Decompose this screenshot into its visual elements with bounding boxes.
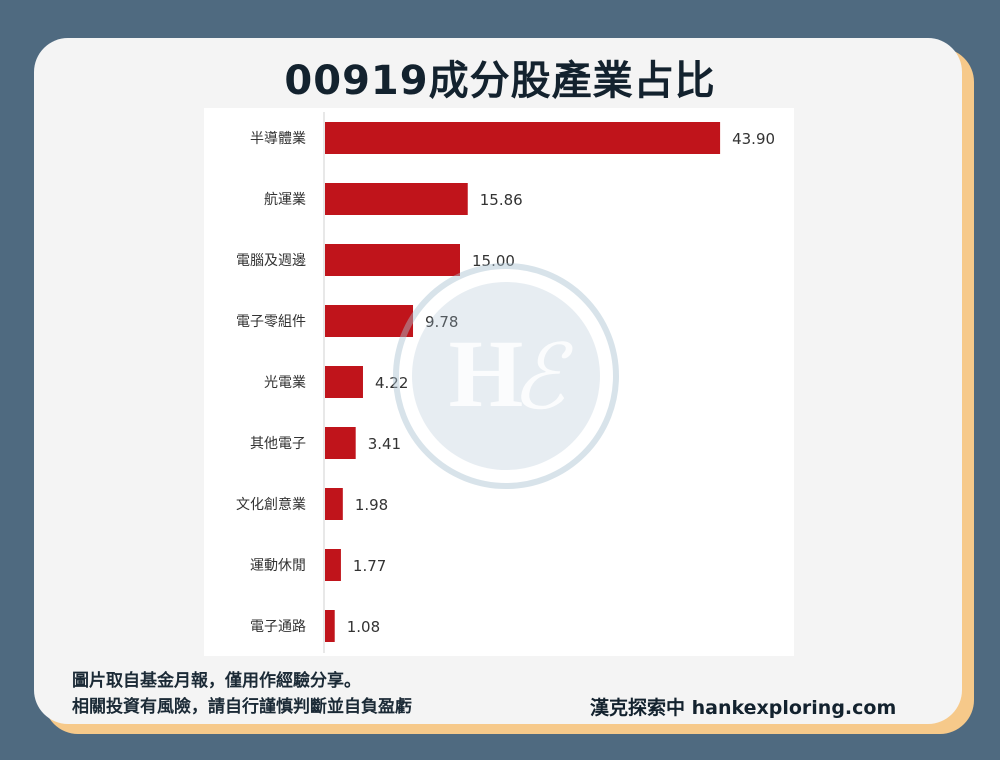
bar-value-label: 15.86 bbox=[480, 191, 523, 209]
brand-credit: 漢克探索中 hankexploring.com bbox=[590, 697, 897, 719]
category-label: 運動休閒 bbox=[250, 558, 306, 574]
category-label: 其他電子 bbox=[250, 436, 306, 452]
bar bbox=[325, 122, 721, 154]
disclaimer-line-1: 圖片取自基金月報，僅用作經驗分享。 bbox=[72, 671, 361, 691]
bar-chart: 半導體業 43.90 航運業 15.86 電腦及週邊 15.00 電子零組件 9.78 光電業 4… bbox=[236, 112, 775, 653]
bar-value-label: 43.90 bbox=[732, 130, 775, 148]
bar bbox=[325, 366, 363, 398]
bar bbox=[325, 427, 356, 459]
bar bbox=[325, 244, 460, 276]
bar bbox=[325, 549, 341, 581]
bar-value-label: 15.00 bbox=[472, 252, 515, 270]
bar-value-label: 1.98 bbox=[355, 496, 388, 514]
bar-value-label: 3.41 bbox=[368, 435, 401, 453]
disclaimer: 圖片取自基金月報，僅用作經驗分享。 相關投資有風險，請自行謹慎判斷並自負盈虧 bbox=[72, 668, 412, 720]
bar bbox=[325, 305, 414, 337]
category-label: 光電業 bbox=[264, 375, 306, 391]
bar-value-label: 9.78 bbox=[425, 313, 458, 331]
category-label: 文化創意業 bbox=[236, 496, 306, 513]
bar-value-label: 1.77 bbox=[353, 557, 386, 575]
bar bbox=[325, 610, 335, 642]
bar bbox=[325, 488, 343, 520]
category-label: 電腦及週邊 bbox=[236, 253, 306, 269]
bar bbox=[325, 183, 468, 215]
category-label: 電子通路 bbox=[250, 619, 306, 635]
page-title: 00919成分股產業占比 bbox=[284, 58, 716, 104]
category-label: 電子零組件 bbox=[236, 314, 306, 330]
category-label: 航運業 bbox=[264, 192, 306, 208]
category-label: 半導體業 bbox=[250, 131, 306, 147]
bar-value-label: 4.22 bbox=[375, 374, 408, 392]
disclaimer-line-2: 相關投資有風險，請自行謹慎判斷並自負盈虧 bbox=[72, 697, 412, 717]
chart-panel: 半導體業 43.90 航運業 15.86 電腦及週邊 15.00 電子零組件 9.78 光電業 4… bbox=[204, 108, 794, 656]
bar-value-label: 1.08 bbox=[347, 618, 380, 636]
